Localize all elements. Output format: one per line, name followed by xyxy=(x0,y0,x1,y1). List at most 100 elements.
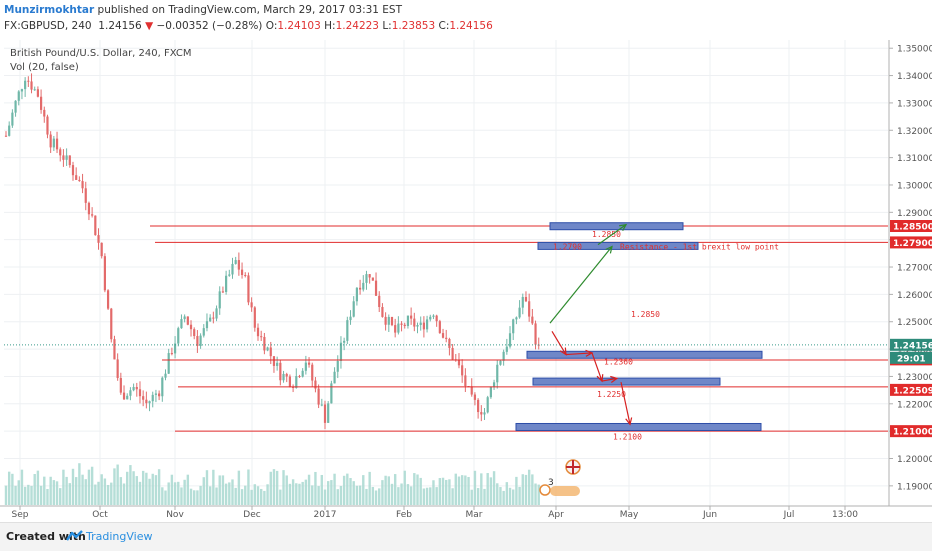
y-tick-label: 1.34000 xyxy=(897,72,932,82)
chart-header: Munzirmokhtar published on TradingView.c… xyxy=(0,0,932,40)
volume-bar xyxy=(307,474,311,505)
candle-body xyxy=(161,377,164,397)
arrow-down-red[interactable] xyxy=(591,352,603,382)
price-tag-label: 1.22509 xyxy=(893,386,932,396)
candle-body xyxy=(438,321,441,334)
candle-body xyxy=(24,80,27,90)
author-link[interactable]: Munzirmokhtar xyxy=(4,4,95,16)
event-badge-icon[interactable] xyxy=(539,484,551,496)
arrow-up-green[interactable] xyxy=(597,224,627,246)
volume-bar xyxy=(422,488,426,505)
arrow-down-red[interactable] xyxy=(601,377,618,382)
volume-bar xyxy=(282,470,285,505)
volume-bar xyxy=(275,470,279,505)
price-tag-label: 1.27900 xyxy=(893,239,932,249)
volume-bar xyxy=(409,486,413,505)
candle-body xyxy=(260,336,263,338)
volume-bar xyxy=(279,489,282,505)
volume-bar xyxy=(527,469,531,505)
candle-body xyxy=(461,365,464,376)
y-tick-label: 1.33000 xyxy=(897,99,932,109)
volume-bar xyxy=(221,475,225,505)
target-box[interactable] xyxy=(515,422,762,431)
volume-bar xyxy=(39,485,43,505)
symbol-label[interactable]: FX:GBPUSD, 240 xyxy=(4,20,92,32)
candle-body xyxy=(65,155,68,160)
candle-body xyxy=(429,316,432,320)
candle-body xyxy=(368,274,371,278)
price-axis[interactable]: 1.35000 1.34000 1.33000 1.32000 1.31000 1.300… xyxy=(888,40,932,522)
volume-bar xyxy=(406,484,410,505)
volume-bar xyxy=(167,482,170,505)
price-tag-label: 1.21000 xyxy=(893,428,932,438)
candles xyxy=(4,73,540,430)
candle-body xyxy=(413,318,416,327)
price-chart[interactable]: 1.2850 1.2790 Resistance - 1st brexit low … xyxy=(0,40,932,522)
candle-body xyxy=(244,275,247,277)
candle-body xyxy=(295,376,298,388)
candle-body xyxy=(49,134,52,148)
arrow-down-red[interactable] xyxy=(620,382,631,425)
volume-bar xyxy=(454,473,457,505)
target-box[interactable] xyxy=(537,241,699,250)
tradingview-brand[interactable]: TradingView xyxy=(86,530,153,543)
candle-body xyxy=(103,256,106,291)
candle-body xyxy=(170,353,173,355)
x-tick-label: Sep xyxy=(12,510,29,520)
event-badge-group-icon[interactable] xyxy=(550,486,580,496)
volume-bar xyxy=(27,484,30,505)
target-box[interactable] xyxy=(526,350,763,359)
candle-body xyxy=(435,315,438,322)
volume-bar xyxy=(320,474,324,505)
drawings[interactable]: 1.2850 1.2790 Resistance - 1st brexit low … xyxy=(4,222,888,496)
candle-body xyxy=(228,274,231,276)
volume-bar xyxy=(141,470,145,505)
volume-bar xyxy=(17,480,20,505)
volume-bar xyxy=(164,490,167,505)
open-value: 1.24103 xyxy=(277,20,321,32)
volume-bar xyxy=(119,477,123,505)
x-tick-label: Jun xyxy=(702,510,717,520)
volume-bar xyxy=(301,481,304,505)
arrow-down-red[interactable] xyxy=(565,352,593,356)
volume-bar xyxy=(492,471,496,505)
volume-bar xyxy=(425,487,429,505)
target-box[interactable] xyxy=(532,377,721,386)
price-tag xyxy=(890,425,932,438)
volume-bar xyxy=(68,483,71,505)
candle-body xyxy=(508,333,512,347)
publish-line: Munzirmokhtar published on TradingView.c… xyxy=(4,4,402,16)
candle-body xyxy=(237,260,240,270)
volume-bar xyxy=(62,469,65,505)
candle-body xyxy=(215,308,218,319)
candle-body xyxy=(266,347,269,351)
y-tick-label: 1.23000 xyxy=(897,373,932,383)
legend-volume: Vol (20, false) xyxy=(10,62,79,73)
candle-body xyxy=(311,364,314,381)
candle-body xyxy=(14,100,17,113)
candle-body xyxy=(524,296,528,302)
volume-bar xyxy=(518,486,521,505)
volume-bar xyxy=(464,475,467,505)
volume-bar xyxy=(342,475,346,505)
volume-bar xyxy=(224,483,228,505)
down-arrow-icon: ▼ xyxy=(145,20,154,32)
candle-body xyxy=(374,280,378,296)
high-label: H: xyxy=(324,20,336,32)
candle-body xyxy=(531,316,534,324)
candle-body xyxy=(378,295,381,308)
candle-body xyxy=(84,188,87,203)
volume-bar xyxy=(400,483,403,505)
candle-body xyxy=(390,316,394,326)
x-tick-label: Mar xyxy=(466,510,483,520)
candle-body xyxy=(362,282,365,290)
volume-bar xyxy=(378,488,381,505)
volume-bar xyxy=(457,476,461,505)
arrow-down-red[interactable] xyxy=(551,330,567,355)
candle-body xyxy=(116,359,119,379)
candle-body xyxy=(78,179,81,182)
arrow-up-green[interactable] xyxy=(549,246,613,324)
time-axis[interactable]: Sep Oct Nov Dec 2017 Feb Mar Apr May Jun Jul 13:00 xyxy=(0,505,932,520)
target-box[interactable] xyxy=(549,222,684,231)
volume-bar xyxy=(145,472,148,505)
